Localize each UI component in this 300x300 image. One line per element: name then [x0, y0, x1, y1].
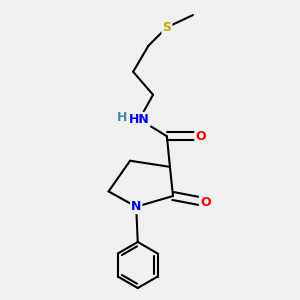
Text: S: S — [162, 21, 171, 34]
Text: HN: HN — [129, 113, 150, 126]
Text: O: O — [200, 196, 211, 208]
Text: N: N — [131, 200, 141, 213]
Text: O: O — [195, 130, 206, 143]
Text: H: H — [117, 111, 128, 124]
